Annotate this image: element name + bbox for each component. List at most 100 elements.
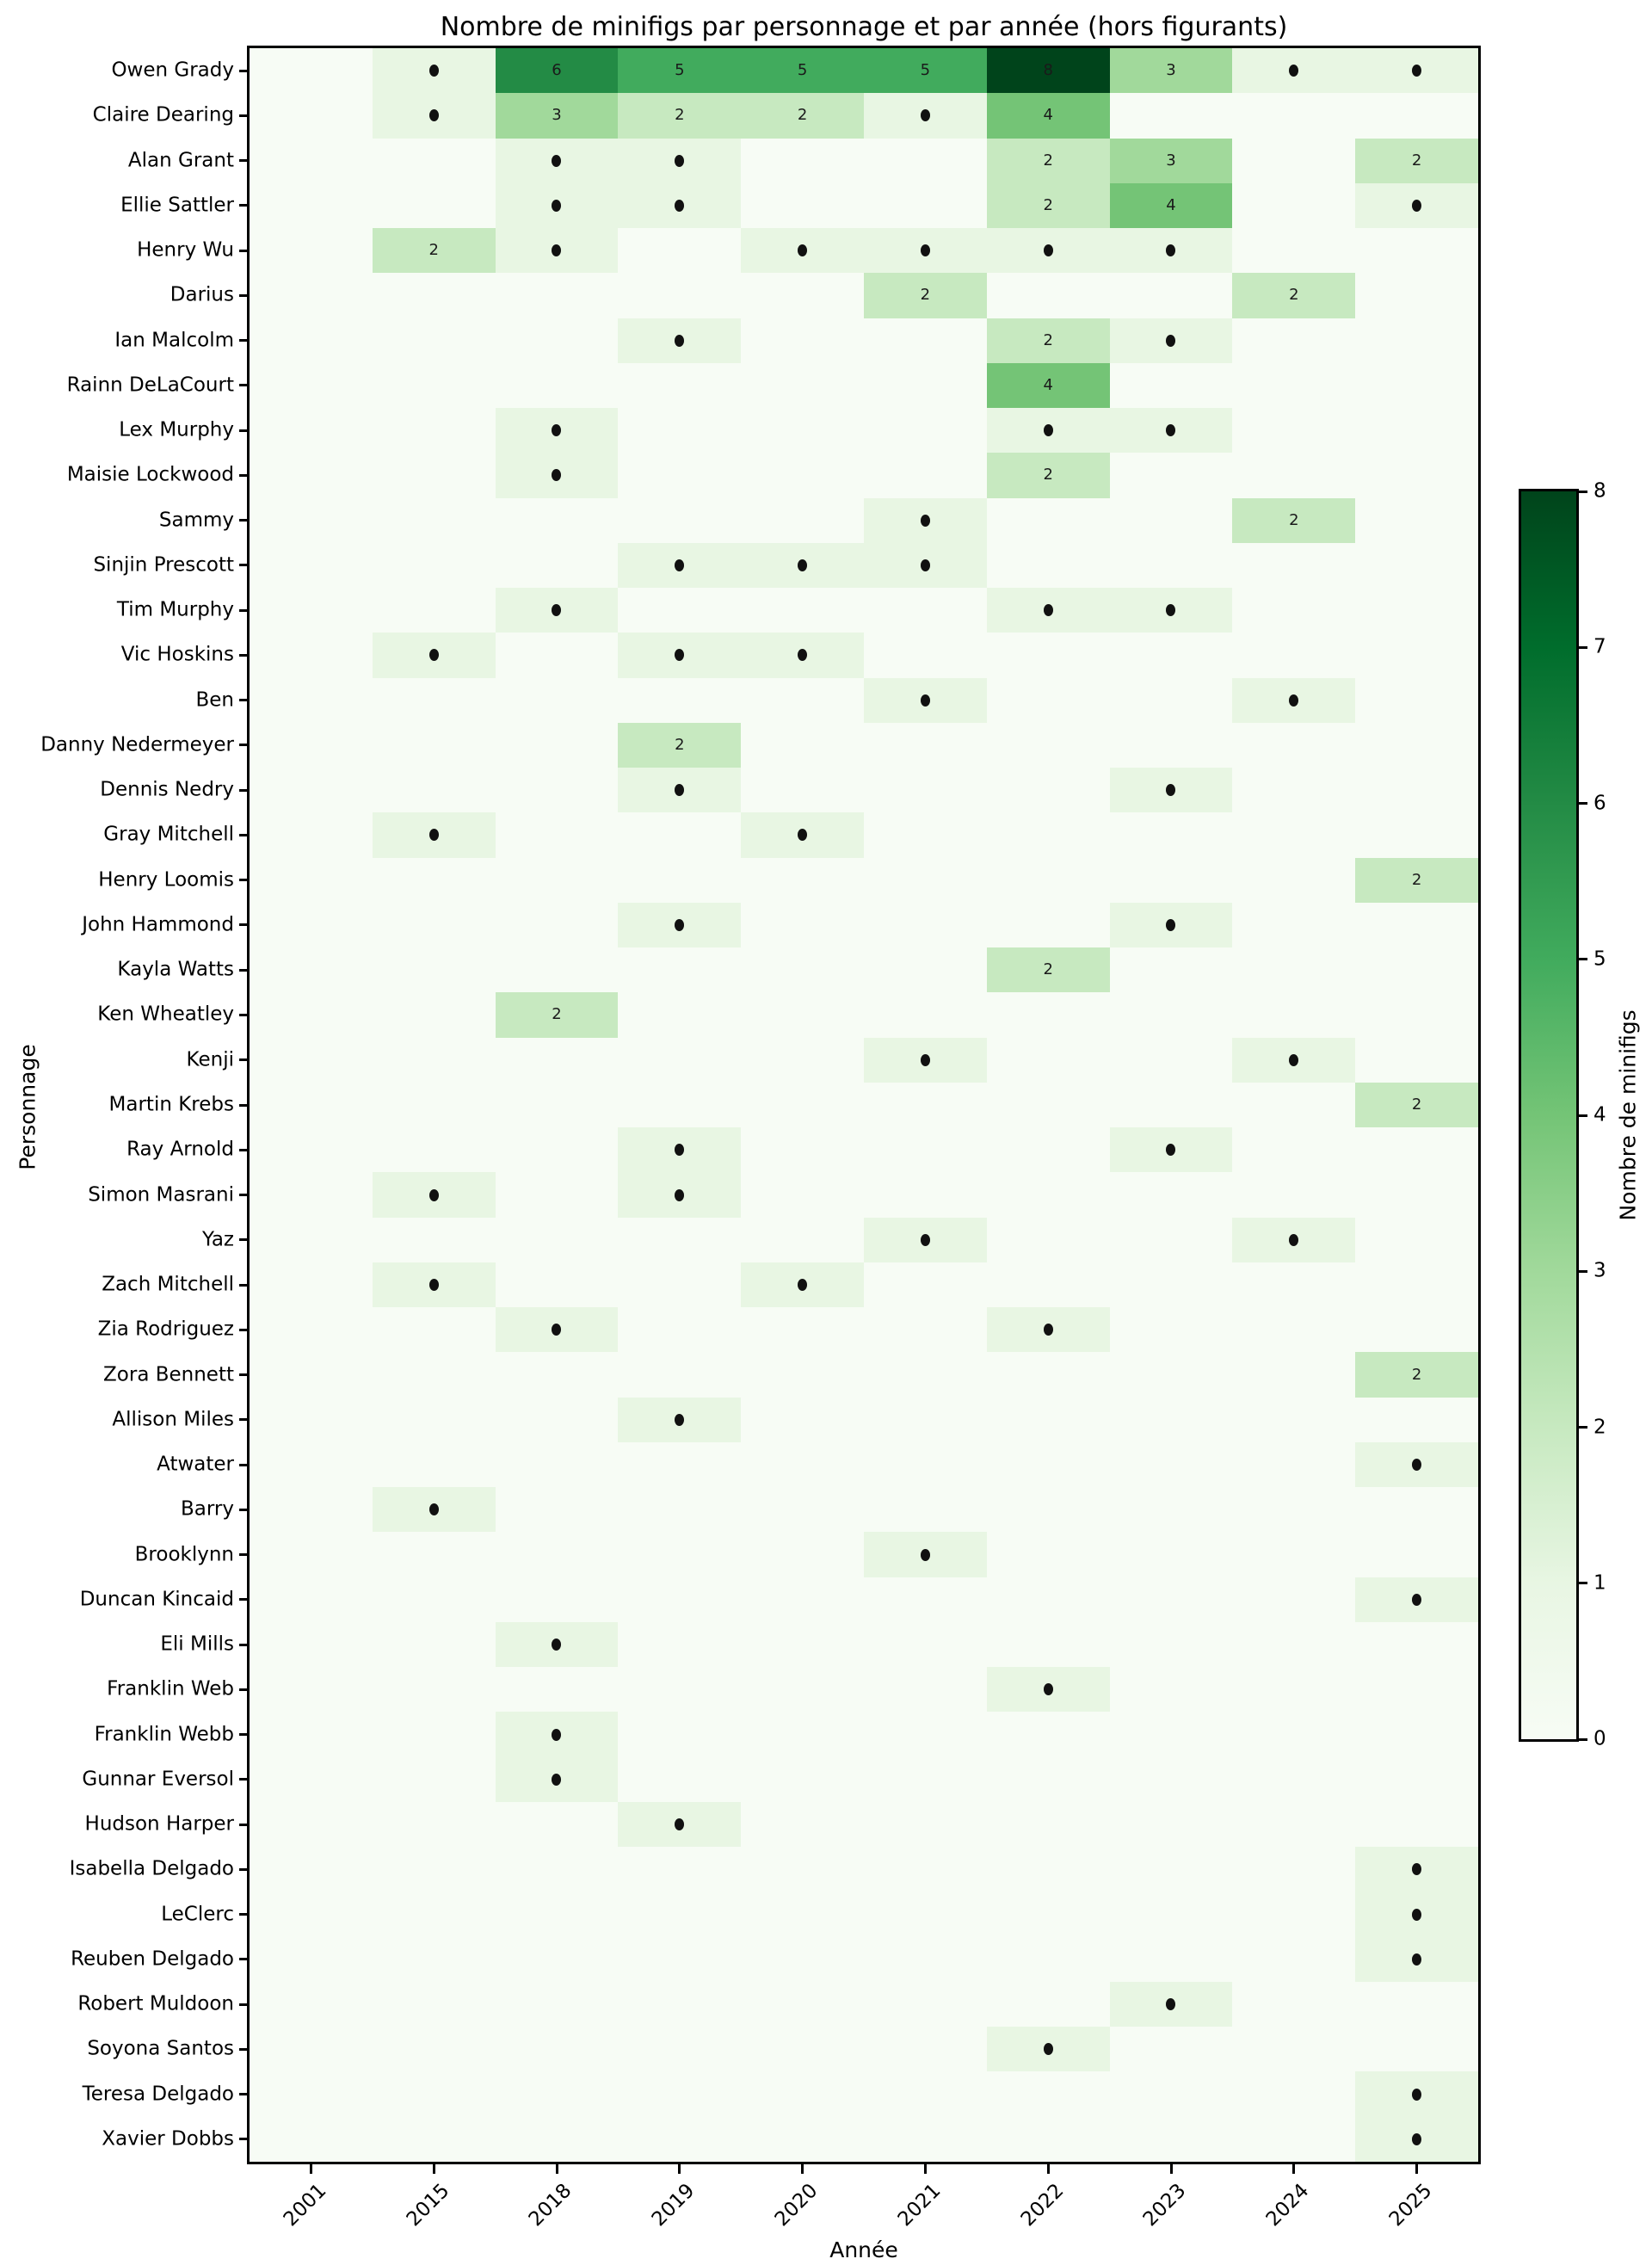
count-dot-marker (920, 559, 930, 571)
y-tick-mark (239, 608, 247, 612)
cell-count-label: 2 (1411, 1095, 1422, 1114)
heatmap-cell (986, 408, 1110, 454)
x-tick-mark (1292, 2164, 1296, 2174)
count-dot-marker (798, 649, 808, 662)
heatmap-cell (495, 1621, 619, 1668)
colorbar-tick-label: 3 (1593, 1259, 1606, 1282)
heatmap-cell (1109, 228, 1233, 274)
heatmap-cell: 2 (986, 138, 1110, 183)
heatmap-cell (1109, 588, 1233, 633)
colorbar-tick-mark (1579, 958, 1587, 961)
y-tick-mark (239, 2003, 247, 2006)
cell-count-label: 2 (1043, 466, 1053, 484)
count-dot-marker (428, 109, 439, 122)
heatmap-cell (1355, 1441, 1478, 1488)
heatmap-cell (618, 1801, 742, 1848)
y-tick-mark (239, 788, 247, 792)
colorbar-gradient (1521, 491, 1576, 1739)
count-dot-marker (1412, 199, 1422, 212)
heatmap-cell: 2 (1355, 1352, 1478, 1398)
x-tick-label: 2001 (279, 2179, 331, 2231)
heatmap-cell (1109, 902, 1233, 948)
count-dot-marker (1166, 334, 1176, 347)
heatmap-cell (741, 228, 864, 274)
heatmap-cell (1109, 318, 1233, 363)
cell-count-label: 4 (1043, 375, 1053, 394)
y-tick-label: Ellie Sattler (120, 194, 234, 217)
heatmap-cell (741, 633, 864, 678)
heatmap-cell: 2 (618, 93, 742, 139)
y-tick-mark (239, 519, 247, 522)
count-dot-marker (1412, 1593, 1422, 1606)
x-axis-label: Année (829, 2237, 898, 2262)
x-tick-label: 2020 (770, 2179, 823, 2231)
x-tick-label: 2025 (1384, 2179, 1437, 2231)
cell-count-label: 2 (1043, 330, 1053, 349)
count-dot-marker (428, 65, 439, 77)
count-dot-marker (1166, 1144, 1176, 1157)
count-dot-marker (1289, 65, 1299, 77)
count-dot-marker (1412, 2132, 1422, 2145)
y-tick-mark (239, 204, 247, 207)
count-dot-marker (1043, 2043, 1053, 2056)
count-dot-marker (1289, 1053, 1299, 1066)
count-dot-marker (798, 829, 808, 842)
heatmap-cell: 2 (986, 453, 1110, 498)
count-dot-marker (675, 154, 685, 167)
y-tick-label: Teresa Delgado (82, 2083, 234, 2106)
cell-count-label: 3 (1166, 151, 1176, 170)
y-tick-mark (239, 293, 247, 297)
count-dot-marker (1043, 244, 1053, 257)
count-dot-marker (1412, 2088, 1422, 2101)
y-tick-mark (239, 1598, 247, 1602)
count-dot-marker (1412, 1908, 1422, 1921)
y-tick-label: Ben (195, 688, 234, 712)
heatmap-cell (372, 633, 496, 678)
y-tick-mark (239, 69, 247, 72)
count-dot-marker (920, 109, 930, 122)
cell-count-label: 3 (552, 106, 562, 125)
y-tick-label: Atwater (157, 1453, 234, 1476)
count-dot-marker (675, 559, 685, 571)
heatmap-cell (618, 1397, 742, 1442)
y-tick-mark (239, 1148, 247, 1151)
heatmap-cell (864, 228, 987, 274)
y-tick-label: Maisie Lockwood (66, 463, 234, 486)
count-dot-marker (675, 1818, 685, 1831)
x-tick-label: 2019 (647, 2179, 700, 2231)
count-dot-marker (1043, 1324, 1053, 1336)
count-dot-marker (1043, 424, 1053, 437)
count-dot-marker (1289, 694, 1299, 707)
y-tick-mark (239, 1508, 247, 1511)
heatmap-cell (1232, 677, 1356, 723)
heatmap-cell (495, 453, 619, 498)
y-tick-mark (239, 833, 247, 836)
y-tick-label: Allison Miles (112, 1408, 234, 1431)
x-tick-label: 2018 (525, 2179, 576, 2231)
heatmap-cell (372, 1262, 496, 1308)
y-tick-label: Robert Muldoon (77, 1992, 234, 2015)
y-tick-label: Alan Grant (127, 149, 234, 172)
x-tick-label: 2021 (893, 2179, 946, 2231)
x-tick-mark (1169, 2164, 1173, 2174)
count-dot-marker (920, 514, 930, 527)
cell-count-label: 2 (1411, 870, 1422, 889)
count-dot-marker (428, 1503, 439, 1516)
cell-count-label: 2 (1043, 151, 1053, 170)
x-tick-mark (555, 2164, 558, 2174)
count-dot-marker (920, 1053, 930, 1066)
y-tick-label: Franklin Web (107, 1677, 234, 1700)
count-dot-marker (1166, 784, 1176, 797)
heatmap-cell (495, 138, 619, 183)
cell-count-label: 8 (1043, 61, 1053, 80)
y-tick-label: LeClerc (161, 1903, 234, 1926)
y-tick-mark (239, 1958, 247, 1961)
heatmap-cell (864, 1037, 987, 1083)
cell-count-label: 2 (552, 1005, 562, 1024)
x-tick-mark (1415, 2164, 1419, 2174)
y-tick-mark (239, 114, 247, 117)
heatmap-cell (986, 1307, 1110, 1353)
count-dot-marker (1412, 1953, 1422, 1966)
count-dot-marker (428, 649, 439, 662)
count-dot-marker (552, 469, 562, 482)
